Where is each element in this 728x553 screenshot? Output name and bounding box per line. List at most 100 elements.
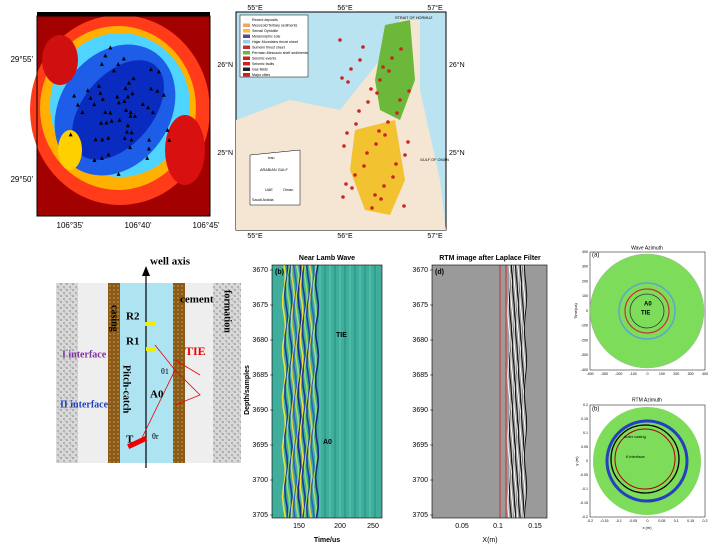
event	[369, 87, 373, 91]
panel-label: (b)	[592, 407, 599, 413]
x-tick-label: 57°E	[427, 232, 443, 240]
x-tick-label: 0.1	[674, 519, 679, 523]
y-tick-label: -0.1	[582, 487, 588, 491]
y-tick-label: -0.2	[582, 515, 588, 519]
legend-label: Seismic faults	[252, 62, 274, 66]
station	[132, 113, 137, 118]
map-label: Iran	[268, 156, 275, 160]
station	[98, 90, 103, 95]
label: casing	[109, 305, 120, 332]
y-tick-label: 400	[582, 250, 588, 254]
wiggle	[523, 264, 528, 518]
x-tick-label: 0.05	[455, 523, 469, 530]
station	[100, 137, 105, 142]
heatmap	[30, 12, 211, 217]
x-tick-label: -300	[601, 372, 608, 376]
event	[390, 56, 394, 60]
y-tick-label: 3685	[252, 372, 268, 379]
wave-stripe	[314, 264, 320, 518]
wave-stripe	[290, 264, 296, 518]
y-tick-label: 0.15	[581, 417, 588, 421]
y-tick-label: 3695	[252, 442, 268, 449]
x-tick-label: -0.05	[629, 519, 637, 523]
event	[386, 120, 390, 124]
wave-stripe	[294, 264, 300, 518]
x-tick-label: 200	[673, 372, 679, 376]
y-tick-label: 3675	[412, 302, 428, 309]
station	[80, 110, 85, 115]
x-tick-label: 0	[647, 372, 649, 376]
wiggle	[510, 264, 514, 518]
station	[109, 118, 114, 123]
station	[121, 56, 126, 61]
legend-label: Metamorphic sole	[252, 34, 280, 38]
label: well axis	[150, 256, 191, 268]
station	[125, 94, 130, 99]
event	[374, 142, 378, 146]
x-tick-label: 55°E	[247, 4, 263, 12]
legend-label: Sumeini thrust sheet	[252, 45, 285, 49]
event	[345, 131, 349, 135]
label: Pitch-catch	[121, 365, 132, 414]
y-tick-label: -0.15	[580, 501, 588, 505]
y-tick-label: -200	[581, 338, 588, 342]
y-tick-label: 3690	[252, 407, 268, 414]
station	[75, 102, 80, 107]
station	[124, 129, 129, 134]
x-tick-label: 0.15	[528, 523, 542, 530]
event	[349, 67, 353, 71]
station	[96, 83, 101, 88]
axis-label: Time/us	[314, 537, 340, 544]
x-tick-label: 0.05	[658, 519, 665, 523]
station	[130, 91, 135, 96]
annotation: A0	[323, 439, 332, 446]
event	[395, 111, 399, 115]
x-tick-label: 56°E	[337, 4, 353, 12]
station	[88, 95, 93, 100]
station	[116, 100, 121, 105]
station	[92, 157, 97, 162]
legend-label: Mesozoic/Tertiary sediments	[252, 23, 298, 27]
x-tick-label: 0.1	[493, 523, 503, 530]
station	[92, 102, 97, 107]
x-tick-label: 55°E	[247, 232, 263, 240]
x-tick-label: 106°40'	[125, 221, 152, 230]
wiggle	[519, 264, 523, 518]
wave-stripe	[297, 264, 302, 518]
x-tick-label: 106°35'	[57, 221, 84, 230]
event	[370, 206, 374, 210]
legend-swatch	[243, 51, 250, 55]
y-tick-label: 26°N	[217, 61, 233, 69]
wave-stripe	[286, 264, 291, 518]
y-tick-label: -400	[581, 368, 588, 372]
axis-label: X(m)	[482, 537, 497, 544]
station	[149, 86, 154, 91]
legend-swatch	[243, 56, 250, 60]
wave-stripe	[303, 264, 309, 518]
station	[156, 69, 161, 74]
station	[129, 137, 134, 142]
x-tick-label: 0.15	[687, 519, 694, 523]
station	[103, 53, 108, 58]
map-label: GULF OF OMAN	[420, 158, 449, 162]
station	[72, 93, 77, 98]
event	[407, 89, 411, 93]
event	[403, 153, 407, 157]
y-tick-label: 3680	[252, 337, 268, 344]
event	[361, 45, 365, 49]
station	[124, 108, 128, 112]
event	[350, 186, 354, 190]
event	[365, 151, 369, 155]
y-tick-label: 29°55'	[10, 55, 33, 64]
panel-title: Wave Azimuth	[631, 245, 663, 251]
x-tick-label: 106°45'	[193, 221, 220, 230]
wave-azimuth	[589, 251, 706, 371]
station	[116, 62, 121, 67]
station	[100, 96, 105, 101]
event	[353, 173, 357, 177]
event	[379, 197, 383, 201]
event	[358, 58, 362, 62]
station	[167, 137, 172, 142]
borehole-diagram	[56, 266, 241, 468]
event	[354, 122, 358, 126]
